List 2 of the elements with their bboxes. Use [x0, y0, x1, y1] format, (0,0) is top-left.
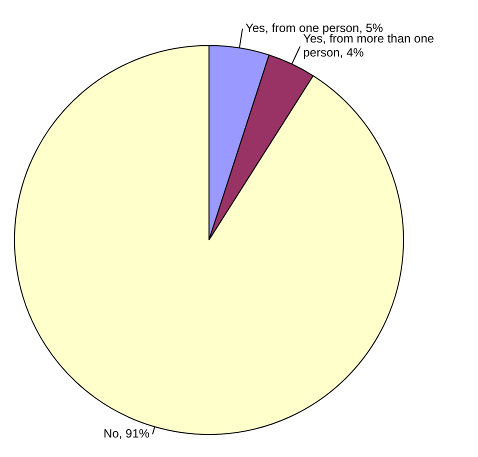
slice-label: No, 91%	[104, 426, 150, 441]
slice-label: Yes, from one person, 5%	[245, 20, 384, 35]
